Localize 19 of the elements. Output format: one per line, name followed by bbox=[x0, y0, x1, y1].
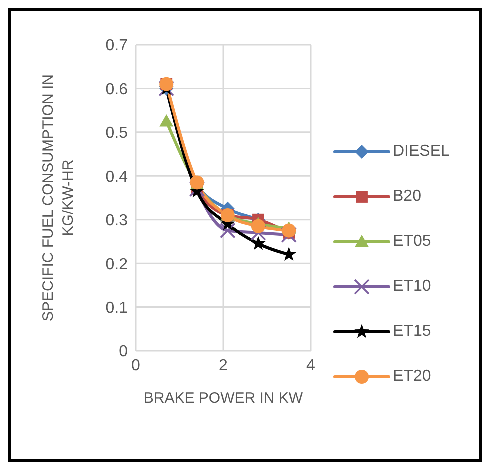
y-tick-label: 0 bbox=[119, 344, 128, 361]
legend-label: ET10 bbox=[393, 278, 432, 296]
y-tick-label: 0.4 bbox=[106, 168, 128, 186]
legend-label: ET05 bbox=[393, 232, 432, 250]
y-tick-label: 0.5 bbox=[106, 125, 128, 142]
x-tick-label: 0 bbox=[132, 357, 141, 374]
y-tick-label: 0.1 bbox=[106, 300, 128, 317]
legend-label: ET15 bbox=[393, 322, 432, 340]
y-tick-label: 0.2 bbox=[106, 256, 128, 274]
x-axis-title: BRAKE POWER IN KW bbox=[144, 390, 304, 407]
x-tick-label: 2 bbox=[219, 357, 228, 374]
legend-label: ET20 bbox=[393, 368, 432, 386]
x-tick-label: 4 bbox=[306, 357, 316, 374]
legend-label: DIESEL bbox=[393, 142, 450, 160]
legend-label: B20 bbox=[393, 188, 422, 206]
y-tick-label: 0.6 bbox=[106, 81, 128, 98]
y-tick-label: 0.7 bbox=[106, 38, 128, 55]
y-tick-label: 0.3 bbox=[106, 212, 128, 230]
y-axis-title: SPECIFIC FUEL CONSUMPTION IN KG/KW-HR bbox=[40, 74, 77, 322]
